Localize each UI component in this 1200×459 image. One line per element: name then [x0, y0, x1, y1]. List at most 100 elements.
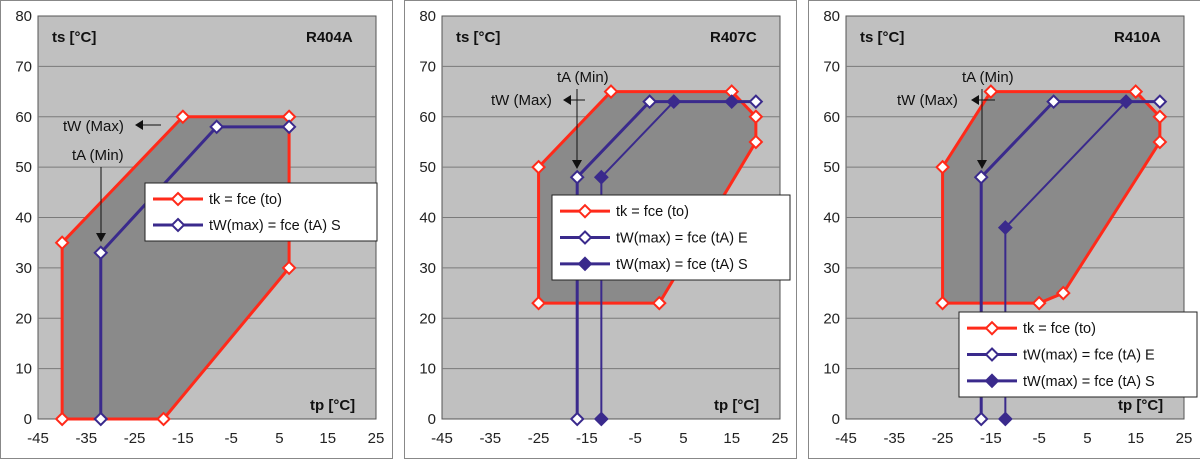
data-point — [175, 109, 191, 125]
data-point — [666, 94, 682, 110]
x-tick-label: -25 — [932, 430, 954, 447]
y-axis-label: ts [°C] — [456, 29, 500, 46]
data-point — [1152, 134, 1168, 150]
x-tick-label: -25 — [528, 430, 550, 447]
y-tick-label: 60 — [823, 109, 840, 126]
data-point — [1118, 94, 1134, 110]
legend-entry-label: tW(max) = fce (tA) S — [209, 218, 341, 234]
y-tick-label: 30 — [823, 260, 840, 277]
y-tick-label: 0 — [832, 411, 840, 428]
chart-panel-r407c: 0 10 20 30 40 50 60 70 80 -45 -35 -25 -15 -5 5 15 25 ts [… — [404, 0, 797, 459]
y-tick-label: 50 — [419, 159, 436, 176]
y-tick-label: 80 — [823, 8, 840, 25]
y-tick-label: 50 — [823, 159, 840, 176]
chart-panel-r404a: 0 10 20 30 40 50 60 70 80 -45 -35 -25 -15 -5 5 15 25 ts [… — [0, 0, 393, 459]
arrow-left-icon — [971, 95, 979, 105]
chart-title: R407C — [710, 29, 757, 46]
legend-swatch-marker — [984, 347, 1000, 362]
data-point — [281, 119, 297, 135]
y-tick-label: 10 — [15, 361, 32, 378]
legend-swatch-marker — [577, 256, 593, 272]
data-point — [1055, 285, 1071, 301]
series-3 — [593, 94, 740, 427]
y-axis-label: ts [°C] — [52, 29, 96, 46]
y-tick-label: 80 — [419, 8, 436, 25]
x-tick-label: -5 — [224, 430, 237, 447]
x-tick-label: 15 — [319, 430, 336, 447]
data-point — [603, 84, 619, 99]
y-tick-label: 10 — [823, 361, 840, 378]
x-tick-label: 25 — [772, 430, 789, 447]
annotation-ta-min: tA (Min) — [962, 69, 1014, 86]
y-tick-label: 60 — [15, 109, 32, 126]
arrow-down-icon — [977, 160, 987, 169]
data-point — [973, 411, 989, 427]
y-axis-label: ts [°C] — [860, 29, 904, 46]
data-point — [54, 235, 70, 251]
chart-svg-r404a: 0 10 20 30 40 50 60 70 80 -45 -35 -25 -15 -5 5 15 25 ts [… — [15, 8, 384, 447]
x-tick-label: -5 — [628, 430, 641, 447]
x-tick-label: -35 — [75, 430, 97, 447]
x-tick-label: 15 — [1127, 430, 1144, 447]
y-tick-label: 40 — [823, 210, 840, 227]
legend-r410a: tk = fce (to) tW(max) = fce (tA) E tW(max)… — [958, 311, 1198, 398]
data-point — [724, 94, 740, 110]
arrow-down-icon — [572, 160, 582, 169]
legend-r407c: tk = fce (to) tW(max) = fce (tA) E tW(max)… — [551, 194, 791, 281]
y-tick-label: 20 — [823, 310, 840, 327]
chart-panel-r410a: 0 10 20 30 40 50 60 70 80 -45 -35 -25 -15 -5 5 15 25 ts [… — [808, 0, 1200, 459]
data-point — [531, 295, 546, 311]
arrow-left-icon — [563, 95, 571, 105]
legend-swatch-marker — [577, 203, 593, 219]
y-tick-label: 40 — [15, 210, 32, 227]
y-tick-label: 0 — [24, 411, 32, 428]
series-line — [979, 100, 1160, 419]
x-tick-label: -35 — [883, 430, 905, 447]
legend-r404a: tk = fce (to) tW(max) = fce (tA) S — [144, 182, 378, 242]
legend-box — [144, 182, 378, 242]
legend-swatch-marker — [984, 320, 1000, 336]
x-tick-label: -15 — [576, 430, 598, 447]
data-point — [156, 411, 171, 427]
x-axis-label: tp [°C] — [714, 397, 759, 414]
chart-svg-r407c: 0 10 20 30 40 50 60 70 80 -45 -35 -25 -15 -5 5 15 25 ts [… — [419, 8, 791, 447]
legend-swatch-marker — [577, 230, 593, 245]
x-tick-label: 25 — [1176, 430, 1193, 447]
legend-entry-label: tk = fce (to) — [1023, 321, 1096, 337]
x-tick-label: -15 — [172, 430, 194, 447]
data-point — [593, 411, 609, 427]
data-point — [983, 84, 999, 99]
legend-swatch-marker — [170, 217, 186, 233]
envelope-fill — [942, 91, 1160, 304]
data-point — [1152, 94, 1168, 110]
legend-entry-label: tk = fce (to) — [209, 192, 282, 208]
y-tick-label: 70 — [15, 58, 32, 75]
x-axis-label: tp [°C] — [1118, 397, 1163, 414]
y-tick-label: 30 — [419, 260, 436, 277]
y-tick-label: 30 — [15, 260, 32, 277]
annotation-tw-max: tW (Max) — [63, 118, 124, 135]
data-point — [642, 94, 658, 110]
legend-swatch-marker — [170, 191, 186, 207]
y-tick-label: 40 — [419, 210, 436, 227]
series-3 — [997, 94, 1134, 427]
data-point — [209, 119, 225, 135]
x-tick-label: -45 — [835, 430, 857, 447]
chart-title: R410A — [1114, 29, 1161, 46]
annotation-tw-max: tW (Max) — [897, 92, 958, 109]
legend-entry-label: tW(max) = fce (tA) E — [616, 231, 748, 247]
annotation-ta-min: tA (Min) — [557, 69, 609, 86]
chart-svg-r410a: 0 10 20 30 40 50 60 70 80 -45 -35 -25 -15 -5 5 15 25 ts [… — [823, 8, 1198, 447]
arrow-left-icon — [135, 120, 143, 130]
data-point — [593, 169, 609, 185]
x-tick-label: 5 — [275, 430, 283, 447]
y-tick-label: 0 — [428, 411, 436, 428]
legend-swatch-marker — [984, 373, 1000, 389]
series-line — [600, 100, 732, 419]
data-point — [997, 411, 1013, 427]
x-axis-label: tp [°C] — [310, 397, 355, 414]
data-point — [1152, 109, 1168, 125]
data-point — [569, 169, 585, 185]
arrow-down-icon — [96, 233, 106, 242]
y-tick-label: 20 — [419, 310, 436, 327]
